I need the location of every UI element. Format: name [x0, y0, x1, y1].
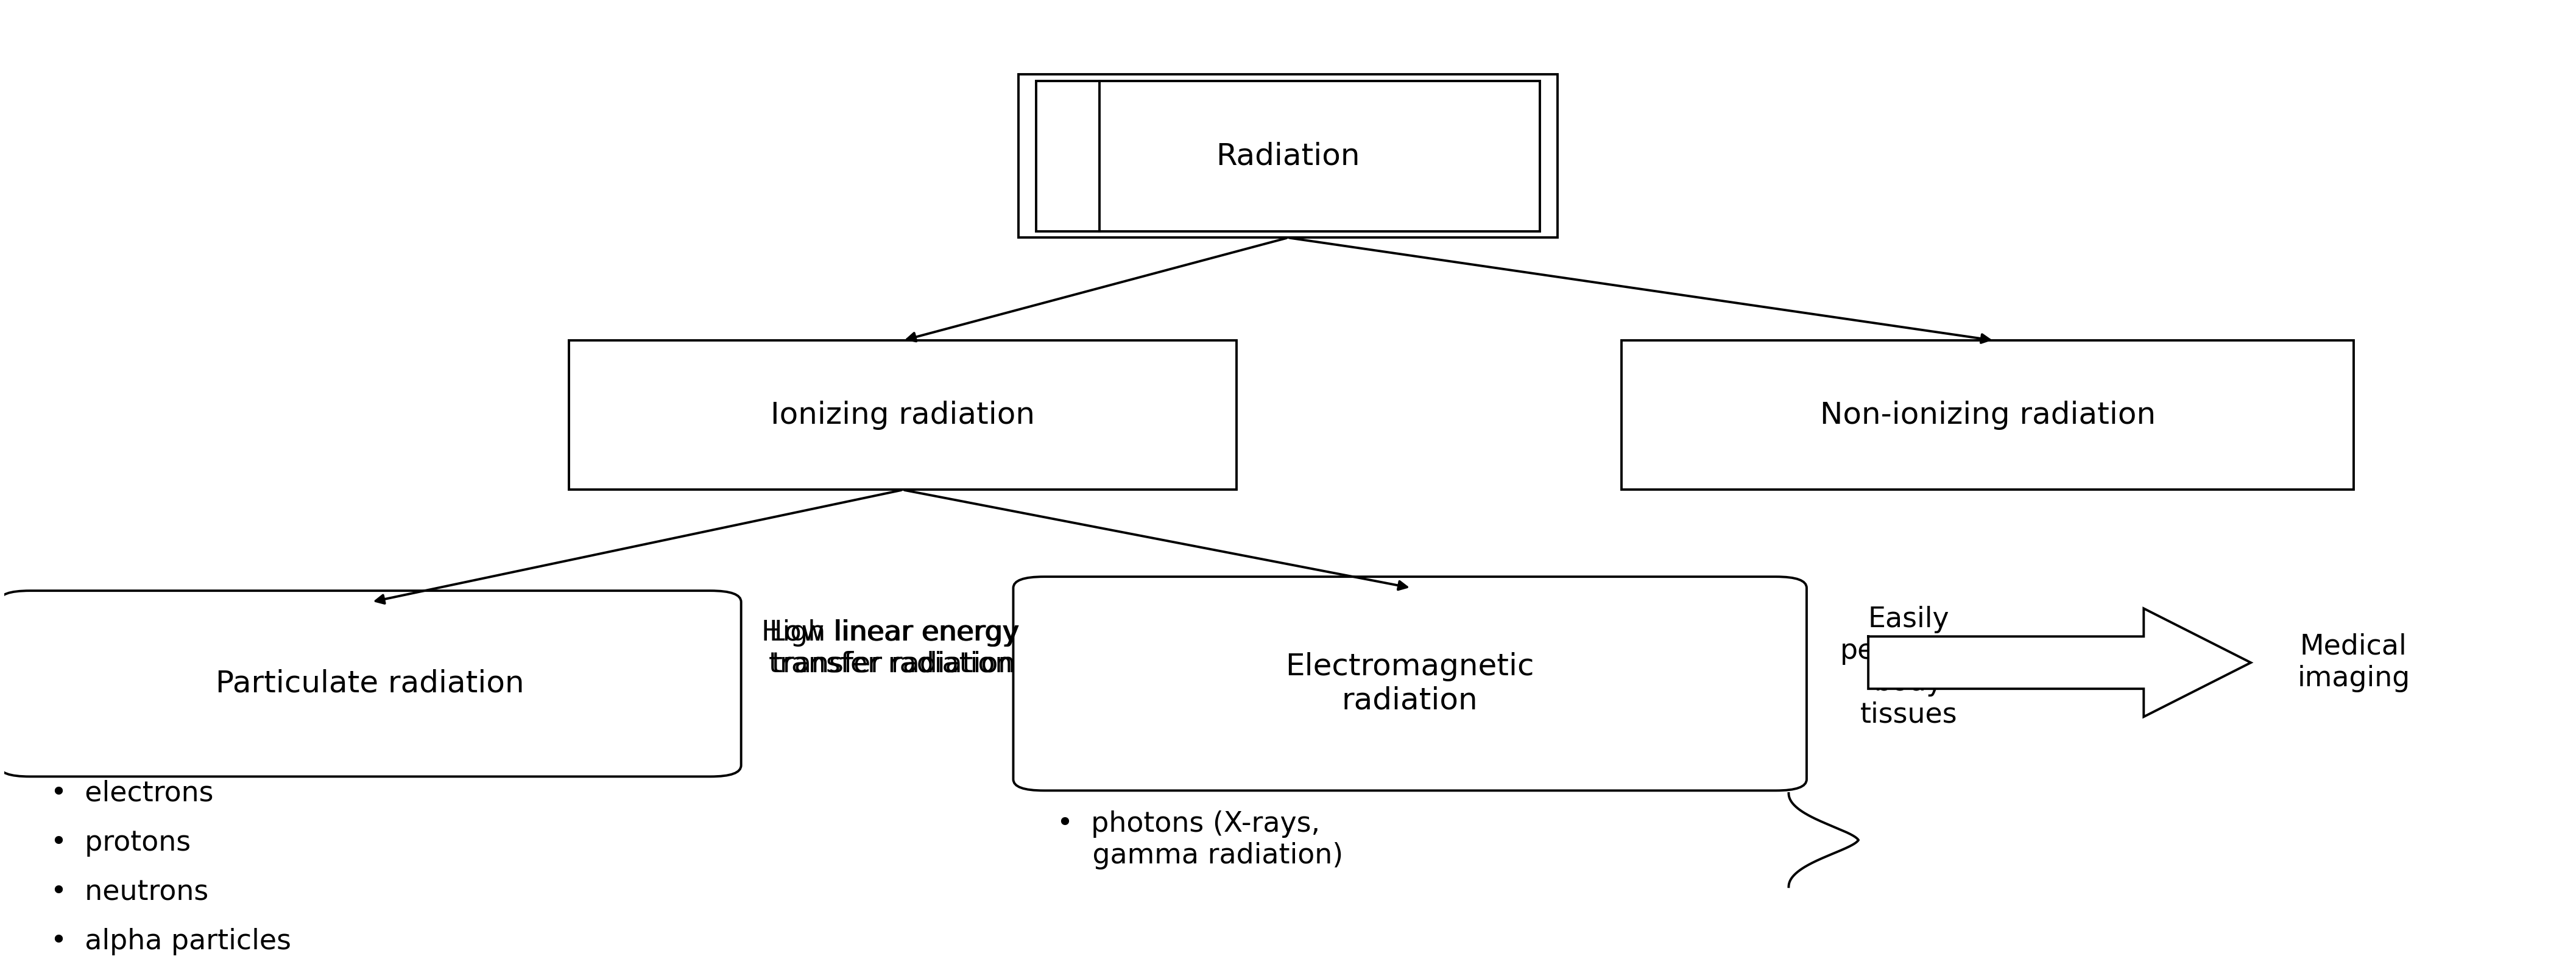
- Text: Easily
penetrate
body
tissues: Easily penetrate body tissues: [1839, 606, 1978, 729]
- Text: Non-ionizing radiation: Non-ionizing radiation: [1819, 401, 2156, 430]
- Bar: [1018, 74, 1558, 238]
- Bar: [569, 340, 1236, 490]
- Text: •  photons (X-rays,
    gamma radiation): • photons (X-rays, gamma radiation): [1056, 810, 1342, 870]
- Text: •  protons: • protons: [52, 830, 191, 856]
- Text: Radiation: Radiation: [1216, 141, 1360, 171]
- Text: •  neutrons: • neutrons: [52, 878, 209, 906]
- Polygon shape: [1868, 608, 2251, 716]
- Text: Medical
imaging: Medical imaging: [2298, 633, 2411, 692]
- Bar: [1036, 81, 1540, 231]
- FancyBboxPatch shape: [1012, 576, 1806, 790]
- Text: Particulate radiation: Particulate radiation: [216, 669, 526, 698]
- FancyBboxPatch shape: [0, 591, 742, 777]
- Text: Ionizing radiation: Ionizing radiation: [770, 401, 1036, 430]
- Text: •  alpha particles: • alpha particles: [52, 928, 291, 955]
- Bar: [1623, 340, 2354, 490]
- Text: High linear energy
transfer radiation: High linear energy transfer radiation: [762, 620, 1020, 678]
- Text: Low linear energy
transfer radiation: Low linear energy transfer radiation: [770, 620, 1018, 678]
- Text: Electromagnetic
radiation: Electromagnetic radiation: [1285, 652, 1535, 715]
- Text: •  electrons: • electrons: [52, 780, 214, 807]
